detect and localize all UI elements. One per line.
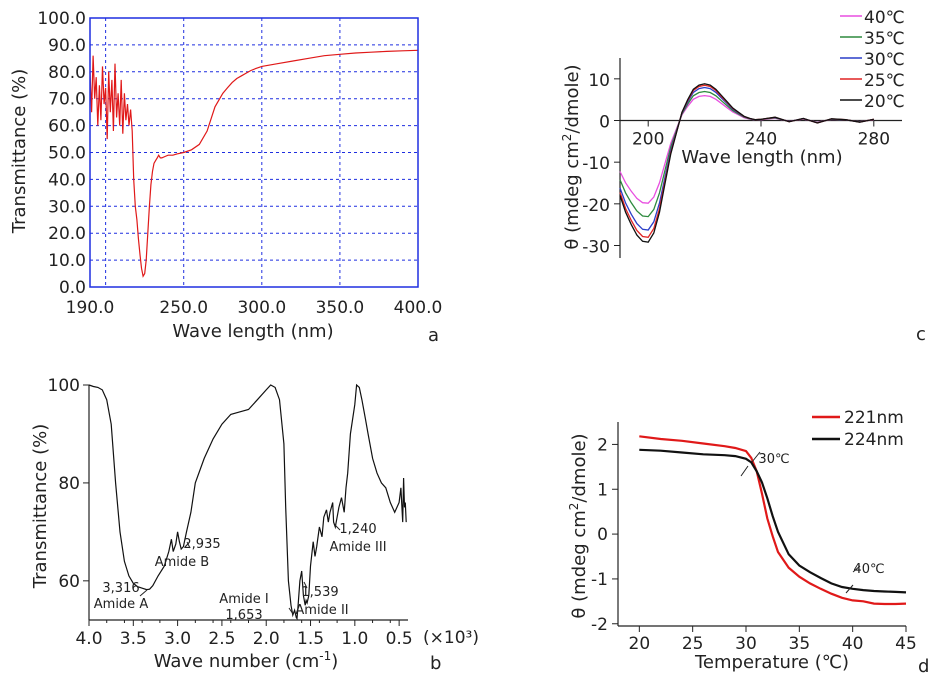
b-xtick-label: 4.0 <box>75 629 102 649</box>
b-xtick-label: 1.0 <box>341 629 368 649</box>
a-plot-frame <box>89 17 419 288</box>
d-ytick-label: 2 <box>597 435 608 455</box>
c-xlabel: Wave length (nm) <box>681 147 842 168</box>
c-series-line <box>619 83 874 243</box>
b-annotation-sub: Amide A <box>94 597 149 612</box>
chart-c: θ (mdeg cm2/dmole) Wave length (nm) c 10… <box>560 8 926 345</box>
b-annotation-sub: Amide II <box>295 603 348 618</box>
b-annotation-arrow <box>139 589 148 597</box>
c-xtick-label: 240 <box>745 130 777 150</box>
d-xlabel: Temperature (℃) <box>694 652 849 673</box>
a-ylabel: Transmittance (%) <box>9 69 30 235</box>
a-xtick-label: 350.0 <box>316 298 365 318</box>
a-panel-label: a <box>428 325 439 346</box>
b-annotation-label: 1,240 <box>339 522 376 537</box>
c-legend-label: 40℃ <box>864 8 905 28</box>
b-xtick-label: 3.5 <box>120 629 147 649</box>
a-xtick-label: 250.0 <box>159 298 208 318</box>
c-legend-label: 20℃ <box>864 92 905 112</box>
c-ytick-label: -30 <box>582 238 610 258</box>
d-legend-label: 224nm <box>844 430 904 450</box>
d-annotation-arrow <box>845 584 854 594</box>
d-xtick-label: 30 <box>735 634 757 654</box>
d-series-line <box>639 448 907 594</box>
d-ytick-label: 1 <box>597 480 608 500</box>
b-annotation-label: 2,935 <box>183 537 220 552</box>
a-ytick-label: 70.0 <box>48 90 86 110</box>
c-ylabel: θ (mdeg cm2/dmole) <box>560 64 583 249</box>
c-panel-label: c <box>916 324 926 345</box>
a-ytick-label: 60.0 <box>48 117 86 137</box>
d-annotation-arrow <box>852 565 861 573</box>
a-xtick-label: 400.0 <box>394 298 443 318</box>
b-annotation-label: 3,316 <box>102 581 139 596</box>
a-ytick-label: 30.0 <box>48 197 86 217</box>
c-xtick-label: 280 <box>858 130 890 150</box>
c-ytick-label: 10 <box>588 71 610 91</box>
a-ytick-label: 0.0 <box>59 278 86 298</box>
b-annotation-sub: Amide B <box>155 555 209 570</box>
b-annotation-arrow <box>186 541 191 549</box>
a-xlabel: Wave length (nm) <box>172 321 333 342</box>
a-ytick-label: 10.0 <box>48 251 86 271</box>
d-xtick-label: 25 <box>682 634 704 654</box>
a-ytick-label: 80.0 <box>48 63 86 83</box>
chart-b: Transmittance (%) Wave number (cm-1) (×1… <box>30 376 479 674</box>
b-ytick-label: 80 <box>58 474 80 494</box>
b-xlabel: Wave number (cm-1) <box>154 649 339 672</box>
b-annotation-sub: Amide III <box>329 540 386 555</box>
d-ylabel: θ (mdeg cm2/dmole) <box>567 433 590 618</box>
b-xtick-label: 2.0 <box>253 629 280 649</box>
d-xtick-label: 35 <box>789 634 811 654</box>
a-ytick-label: 50.0 <box>48 144 86 164</box>
b-xtick-label: 1.5 <box>297 629 324 649</box>
c-ytick-label: -20 <box>582 196 610 216</box>
b-annotation-sub: 1,653 <box>225 608 262 623</box>
chart-a: Transmittance (%) Wave length (nm) a 0.0… <box>9 9 442 346</box>
d-annotation-label: 30℃ <box>758 452 789 467</box>
b-xtick-label: 0.5 <box>386 629 413 649</box>
d-annotation-arrow <box>751 451 761 463</box>
a-ytick-label: 90.0 <box>48 36 86 56</box>
c-ytick-label: 0 <box>599 113 610 133</box>
a-xtick-label: 190.0 <box>66 298 115 318</box>
b-annotation-arrow <box>288 607 294 615</box>
d-legend-label: 221nm <box>844 408 904 428</box>
c-legend-label: 30℃ <box>864 50 905 70</box>
d-xtick-label: 40 <box>842 634 864 654</box>
d-ytick-label: 0 <box>597 525 608 545</box>
b-ytick-label: 60 <box>58 572 80 592</box>
d-annotation-arrow <box>740 465 749 477</box>
d-xtick-label: 45 <box>895 634 917 654</box>
b-xtick-label: 3.0 <box>164 629 191 649</box>
d-xtick-label: 20 <box>629 634 651 654</box>
b-annotation-label: 1,539 <box>301 585 338 600</box>
d-series-line <box>639 435 907 606</box>
chart-d: θ (mdeg cm2/dmole) Temperature (℃) d 2 1 0… <box>567 408 929 677</box>
b-panel-label: b <box>430 653 441 674</box>
b-xtick-label: 2.5 <box>208 629 235 649</box>
d-ytick-label: -2 <box>591 615 608 635</box>
a-ytick-label: 20.0 <box>48 224 86 244</box>
b-xunit: (×10³) <box>423 628 479 648</box>
a-xtick-label: 300.0 <box>237 298 286 318</box>
b-ytick-label: 100 <box>48 376 80 396</box>
a-series-line <box>89 49 419 278</box>
b-annotation-arrow <box>334 524 341 531</box>
a-ytick-label: 40.0 <box>48 170 86 190</box>
c-legend-label: 35℃ <box>864 29 905 49</box>
b-series-line <box>88 383 407 621</box>
a-ytick-label: 100.0 <box>37 9 86 29</box>
d-annotation-label: 40℃ <box>853 562 884 577</box>
d-ytick-label: -1 <box>591 570 608 590</box>
c-ytick-label: -10 <box>582 154 610 174</box>
b-annotation-label: Amide I <box>219 592 268 607</box>
b-ylabel: Transmittance (%) <box>30 424 51 590</box>
c-legend-label: 25℃ <box>864 71 905 91</box>
c-xtick-label: 200 <box>632 130 664 150</box>
b-annotation-arrow <box>303 581 308 589</box>
d-panel-label: d <box>918 656 929 677</box>
